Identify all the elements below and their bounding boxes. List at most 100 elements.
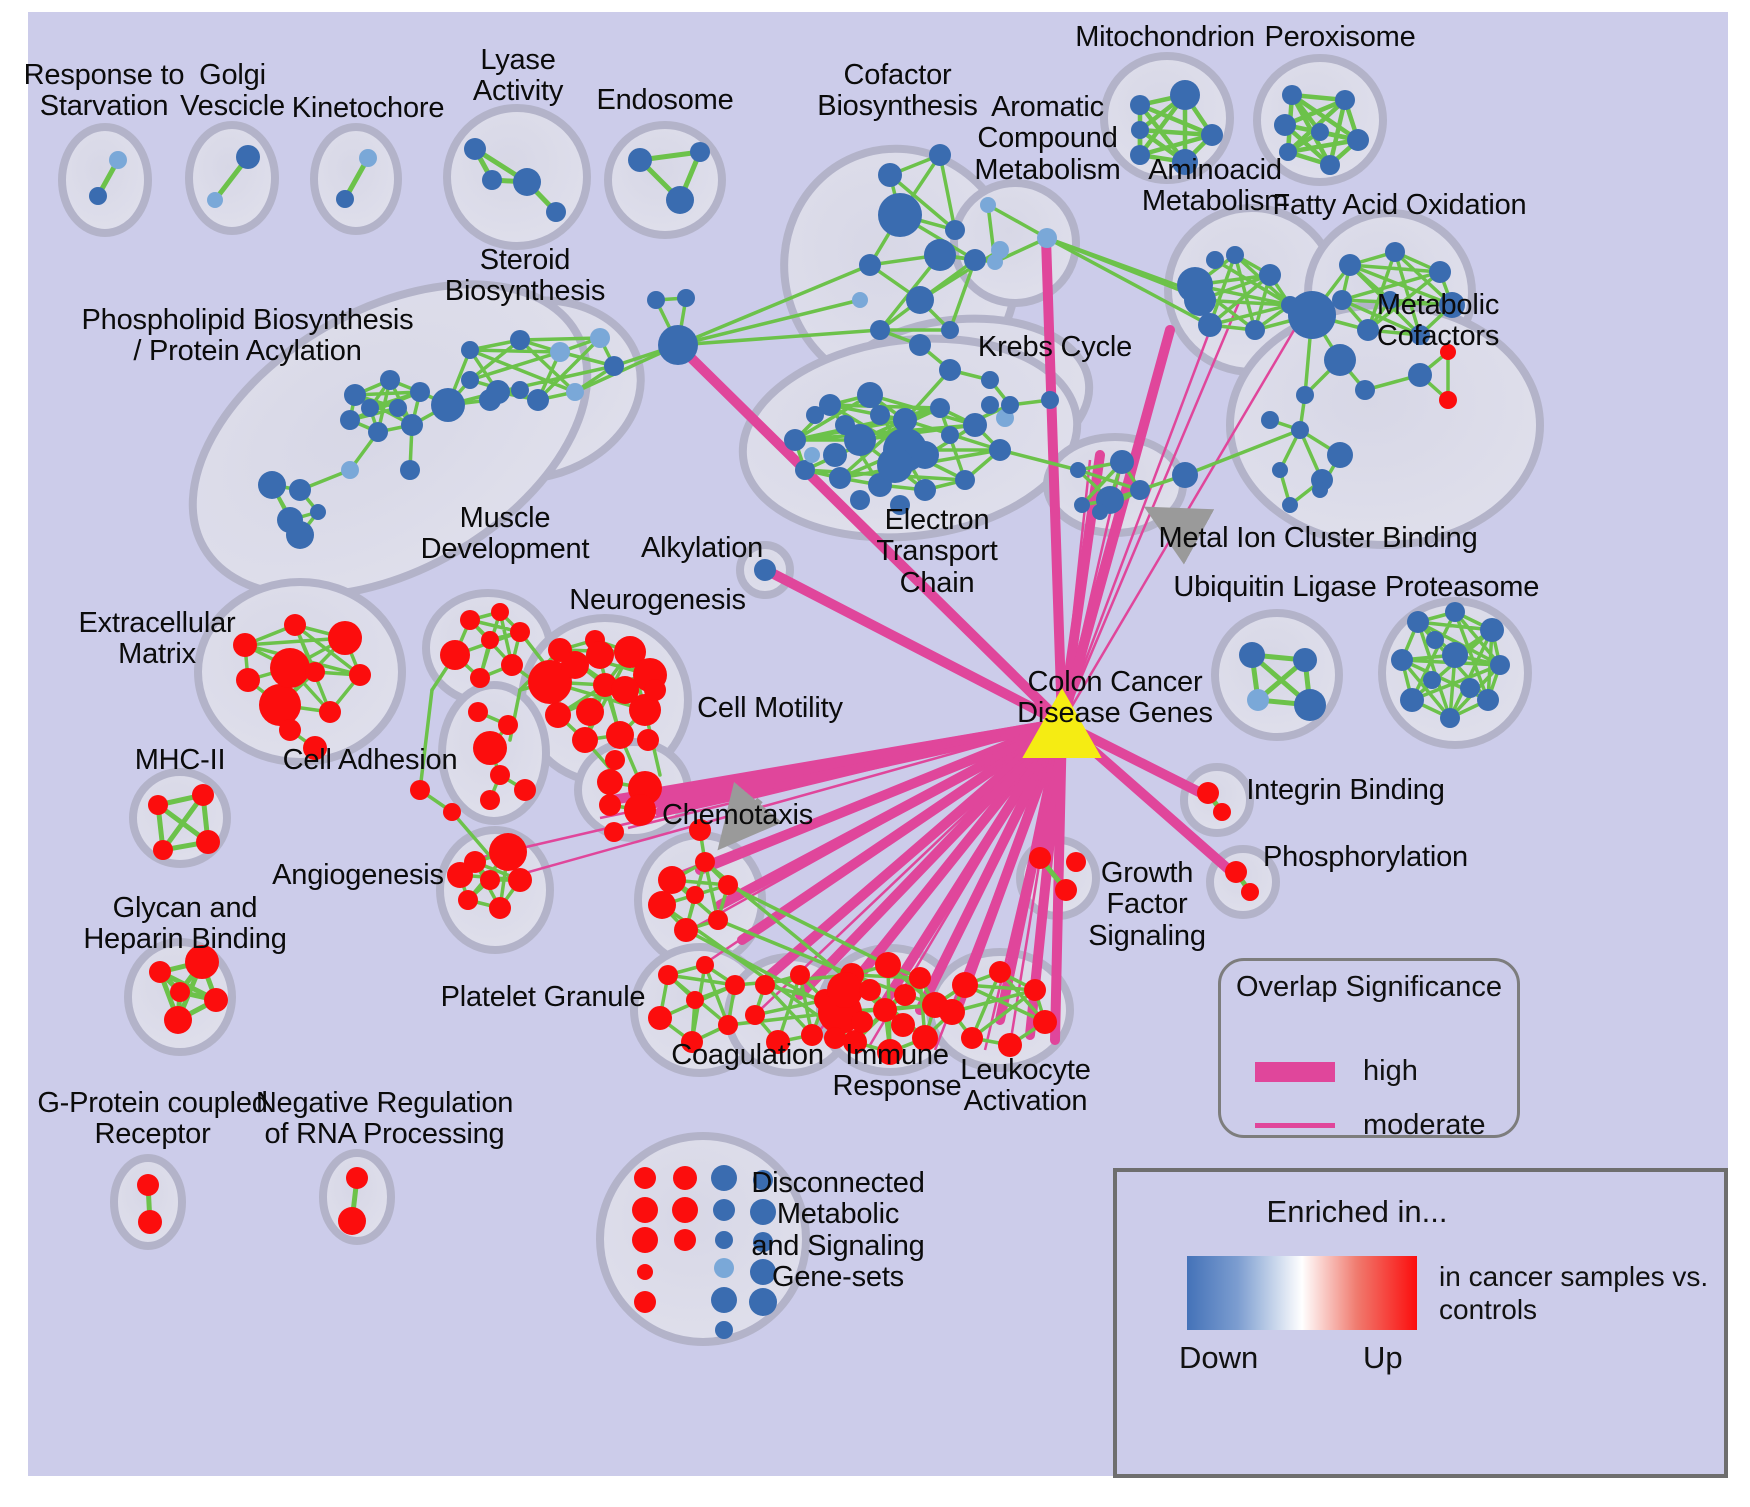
node (637, 1264, 653, 1280)
node (644, 679, 666, 701)
node (806, 406, 824, 424)
node (878, 193, 922, 237)
node (561, 651, 589, 679)
node (823, 443, 847, 467)
node (604, 356, 624, 376)
node (873, 998, 897, 1022)
node (686, 886, 704, 904)
node (546, 202, 566, 222)
node (870, 320, 890, 340)
node (461, 371, 479, 389)
node (1445, 602, 1465, 622)
node (790, 965, 810, 985)
node (1130, 480, 1150, 500)
node (989, 439, 1011, 461)
node (1130, 145, 1150, 165)
node (508, 868, 532, 892)
node (489, 833, 527, 871)
node (1385, 242, 1405, 262)
hub-node-colon-cancer-disease-genes[interactable] (1022, 687, 1102, 758)
node (929, 144, 951, 166)
node (1381, 291, 1399, 309)
node (955, 470, 975, 490)
node (1439, 391, 1457, 409)
node (1426, 631, 1444, 649)
node (527, 389, 549, 411)
node (941, 426, 959, 444)
node (753, 1170, 773, 1190)
label-phospholipid-biosynthesis: Phospholipid Biosynthesis / Protein Acyl… (81, 304, 414, 368)
node (637, 729, 659, 751)
node (511, 381, 529, 399)
node (1407, 611, 1429, 633)
node (870, 405, 890, 425)
node (1274, 114, 1296, 136)
node (344, 384, 366, 406)
annotation-arrows (717, 506, 1215, 851)
nodes (89, 80, 1510, 1339)
node (696, 956, 714, 974)
node (1033, 1010, 1057, 1034)
node (795, 460, 815, 480)
node (1282, 497, 1298, 513)
node (1024, 979, 1046, 1001)
node (912, 1025, 938, 1051)
node (666, 186, 694, 214)
label-kinetochore: Kinetochore (291, 92, 445, 124)
node (711, 1287, 737, 1313)
node (715, 1231, 733, 1249)
node (1055, 879, 1077, 901)
label-integrin-binding: Integrin Binding (1246, 774, 1445, 806)
label-mitochondrion: Mitochondrion (1075, 21, 1255, 53)
legend-label-high: high (1363, 1055, 1418, 1087)
label-disconnected: Disconnected Metabolic and Signaling Gen… (751, 1167, 925, 1293)
node (303, 736, 327, 760)
node (963, 413, 987, 437)
node (713, 1199, 735, 1221)
node (338, 1207, 366, 1235)
node (482, 170, 502, 190)
node (909, 334, 931, 356)
node (1320, 155, 1340, 175)
label-colon-cancer-disease-genes: Colon Cancer Disease Genes (1017, 666, 1213, 730)
node (801, 1024, 823, 1046)
node (695, 852, 715, 872)
node (859, 254, 881, 276)
node (480, 870, 500, 890)
node (1296, 386, 1314, 404)
hull-integrin-binding (1180, 763, 1254, 837)
node (878, 163, 902, 187)
node (804, 447, 820, 463)
node (1225, 861, 1247, 883)
node (586, 641, 614, 669)
node (754, 559, 776, 581)
label-alkylation: Alkylation (640, 532, 764, 564)
node (170, 982, 190, 1002)
node (725, 975, 745, 995)
label-coagulation: Coagulation (671, 1039, 824, 1071)
node (1247, 689, 1269, 711)
node (590, 328, 610, 348)
label-platelet-granule: Platelet Granule (440, 981, 646, 1013)
node (490, 765, 510, 785)
node (1261, 411, 1279, 429)
node (1312, 482, 1328, 498)
node (597, 769, 623, 795)
label-peroxisome: Peroxisome (1264, 21, 1416, 53)
node (857, 382, 883, 408)
node (599, 794, 621, 816)
label-mhc-ii: MHC-II (134, 744, 226, 776)
node (458, 890, 478, 910)
node (328, 621, 362, 655)
node (473, 731, 507, 765)
label-lyase-activity: Lyase Activity (472, 44, 564, 108)
node (284, 614, 306, 636)
node (690, 142, 710, 162)
node (576, 698, 604, 726)
node (1490, 655, 1510, 675)
node (286, 521, 314, 549)
node (1355, 380, 1375, 400)
node (1347, 129, 1369, 151)
